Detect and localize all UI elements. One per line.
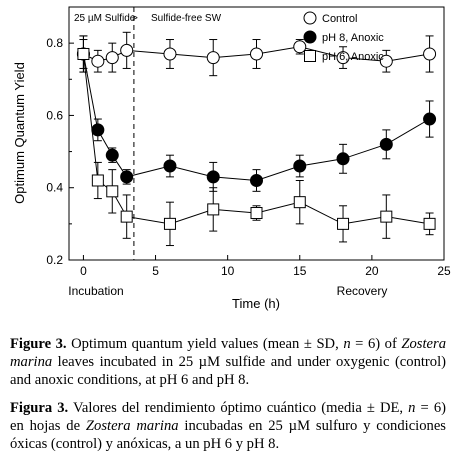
data-point <box>106 185 119 198</box>
series-line-ph-8-anoxic <box>82 53 430 182</box>
caption-species: Zostera marina <box>10 336 446 370</box>
caption-text: Optimum quantum yield values (mean ± SD, <box>66 336 344 352</box>
x-axis-label: Time (h) <box>232 296 280 311</box>
data-point <box>105 148 119 162</box>
data-point <box>250 47 263 61</box>
annotation-sulfide: 25 µM Sulfide <box>74 13 136 24</box>
data-point <box>423 47 437 61</box>
caption-species: Zostera marina <box>85 418 179 434</box>
legend-marker-ph6-anoxic <box>304 50 316 62</box>
x-tick-label: 25 <box>437 264 451 278</box>
data-point <box>293 196 306 209</box>
legend: Control pH 8, Anoxic pH 6, Anoxic <box>303 11 384 63</box>
legend-label-control: Control <box>322 13 357 25</box>
series-ph-6-anoxic <box>77 35 436 247</box>
data-point <box>423 112 437 126</box>
data-point <box>105 51 119 65</box>
data-point <box>77 47 90 60</box>
legend-marker-control <box>303 11 317 25</box>
caption-text: = 6) of <box>350 336 402 352</box>
y-tick-label: 0.4 <box>46 181 63 195</box>
data-point <box>163 47 177 61</box>
line-chart: 0.20.40.60.8 0 5 10 15 20 25 25 µM Sulfide > … <box>12 6 451 311</box>
data-point <box>379 137 393 151</box>
caption-n: n <box>343 336 351 352</box>
legend-label-ph6-anoxic: pH 6, Anoxic <box>322 51 384 63</box>
caption-text: Valores del rendimiento óptimo cuántico … <box>68 400 409 416</box>
figure-caption-english: Figure 3. Optimum quantum yield values (… <box>10 335 446 389</box>
caption-text: incubadas en 25 µM sulfuro y condiciones… <box>10 418 446 452</box>
figure-caption-spanish: Figura 3. Valores del rendimiento óptimo… <box>10 399 446 453</box>
data-point <box>207 203 220 216</box>
y-axis-label: Optimum Quantum Yield <box>12 62 27 204</box>
y-tick-label: 0.6 <box>46 108 63 122</box>
data-point <box>250 207 263 220</box>
data-point <box>91 123 105 137</box>
plot-frame <box>68 6 445 261</box>
data-point <box>206 170 220 184</box>
data-point <box>163 217 176 230</box>
data-point <box>120 210 133 223</box>
data-point <box>250 173 263 187</box>
legend-marker-ph8-anoxic <box>303 30 317 44</box>
series-layer <box>76 31 437 247</box>
data-point <box>336 51 350 65</box>
data-point <box>380 210 393 223</box>
data-point <box>337 217 350 230</box>
data-point <box>423 217 436 230</box>
phase-label-incubation: Incubation <box>68 284 123 298</box>
y-tick-label: 0.2 <box>46 253 63 267</box>
caption-label: Figura 3. <box>10 400 69 416</box>
caption-label: Figure 3. <box>10 336 67 352</box>
series-line-ph-6-anoxic <box>82 53 430 225</box>
caption-text: leaves incubated in 25 µM sulfide and un… <box>10 354 446 388</box>
data-point <box>293 40 307 54</box>
data-point <box>379 54 393 68</box>
data-point <box>120 43 134 57</box>
y-tick-label: 0.8 <box>46 36 63 50</box>
data-point <box>91 174 104 187</box>
y-axis-ticks: 0.2 0.4 0.6 0.8 <box>46 6 74 267</box>
x-axis-ticks: 0 5 10 15 20 25 <box>80 255 451 278</box>
annotation-arrow: > <box>132 13 138 24</box>
data-point <box>293 159 307 173</box>
data-point <box>120 170 134 184</box>
data-point <box>91 54 105 68</box>
phase-label-recovery: Recovery <box>337 284 388 298</box>
annotation-sulfide-free: Sulfide-free SW <box>151 13 222 24</box>
data-point <box>163 159 177 173</box>
x-tick-label: 20 <box>365 264 379 278</box>
caption-n: n <box>408 400 416 416</box>
legend-label-ph8-anoxic: pH 8, Anoxic <box>322 32 384 44</box>
x-tick-label: 10 <box>221 264 235 278</box>
data-point <box>206 51 220 65</box>
caption-text: = 6) en hojas de <box>10 400 446 434</box>
x-tick-label: 0 <box>80 264 87 278</box>
x-tick-label: 5 <box>152 264 159 278</box>
x-tick-label: 15 <box>293 264 307 278</box>
data-point <box>336 152 350 166</box>
